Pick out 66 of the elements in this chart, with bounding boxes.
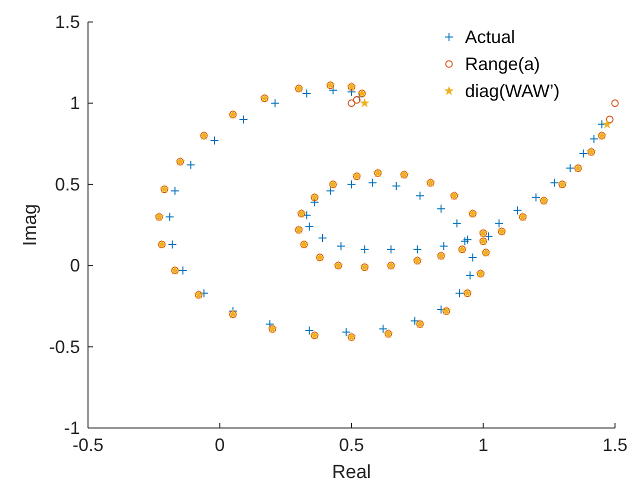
x-tick-label: 0: [214, 435, 225, 455]
legend-label: Actual: [465, 27, 516, 47]
point: [484, 232, 494, 241]
point: [386, 244, 396, 254]
point: [326, 186, 335, 196]
point: [597, 120, 606, 129]
point: [360, 98, 370, 108]
point: [336, 242, 346, 251]
point: [328, 86, 338, 95]
y-tick-label: 1: [70, 93, 80, 114]
point: [513, 206, 522, 215]
y-tick-label: 0.5: [54, 174, 80, 194]
point: [589, 134, 598, 144]
point: [210, 136, 219, 146]
point: [199, 288, 208, 298]
point: [412, 244, 422, 254]
point: [318, 233, 328, 242]
point: [452, 218, 462, 228]
y-tick-label: 0: [70, 256, 80, 276]
point: [462, 235, 472, 244]
point: [494, 218, 504, 228]
point: [466, 270, 475, 280]
point: [347, 180, 356, 189]
point: [392, 182, 401, 191]
point: [439, 242, 448, 251]
point: [531, 192, 540, 202]
point: [436, 304, 446, 314]
point: [238, 114, 248, 124]
point: [606, 116, 614, 124]
legend-label: Range(a): [465, 54, 540, 74]
point: [348, 99, 356, 107]
legend-label: diag(WAW’): [465, 81, 560, 101]
point: [460, 236, 470, 246]
point: [270, 98, 280, 108]
point: [178, 266, 188, 275]
point: [378, 324, 388, 334]
y-tick-label: -0.5: [48, 336, 80, 357]
point: [611, 99, 619, 107]
x-tick-label: 0.5: [338, 435, 364, 455]
x-axis-title: Real: [332, 462, 372, 483]
point: [304, 222, 314, 232]
point: [455, 288, 464, 298]
point: [368, 178, 378, 188]
point: [302, 88, 312, 98]
x-tick-label: 1.5: [602, 435, 628, 455]
point: [436, 204, 446, 214]
point: [550, 178, 559, 188]
point: [416, 191, 425, 200]
point: [168, 240, 177, 249]
point: [578, 149, 588, 158]
x-tick-label: 1: [478, 435, 488, 455]
point: [304, 326, 314, 336]
y-tick-label: 1.5: [54, 12, 80, 32]
point: [602, 119, 612, 128]
point: [342, 328, 351, 337]
point: [302, 210, 312, 220]
point: [468, 252, 478, 262]
point: [410, 316, 420, 326]
y-tick-label: -1: [64, 418, 80, 438]
point: [566, 164, 575, 173]
point: [360, 244, 370, 254]
point: [186, 160, 196, 170]
y-axis-title: Imag: [20, 204, 41, 246]
point: [165, 212, 174, 222]
point: [352, 96, 361, 104]
point: [170, 186, 180, 196]
